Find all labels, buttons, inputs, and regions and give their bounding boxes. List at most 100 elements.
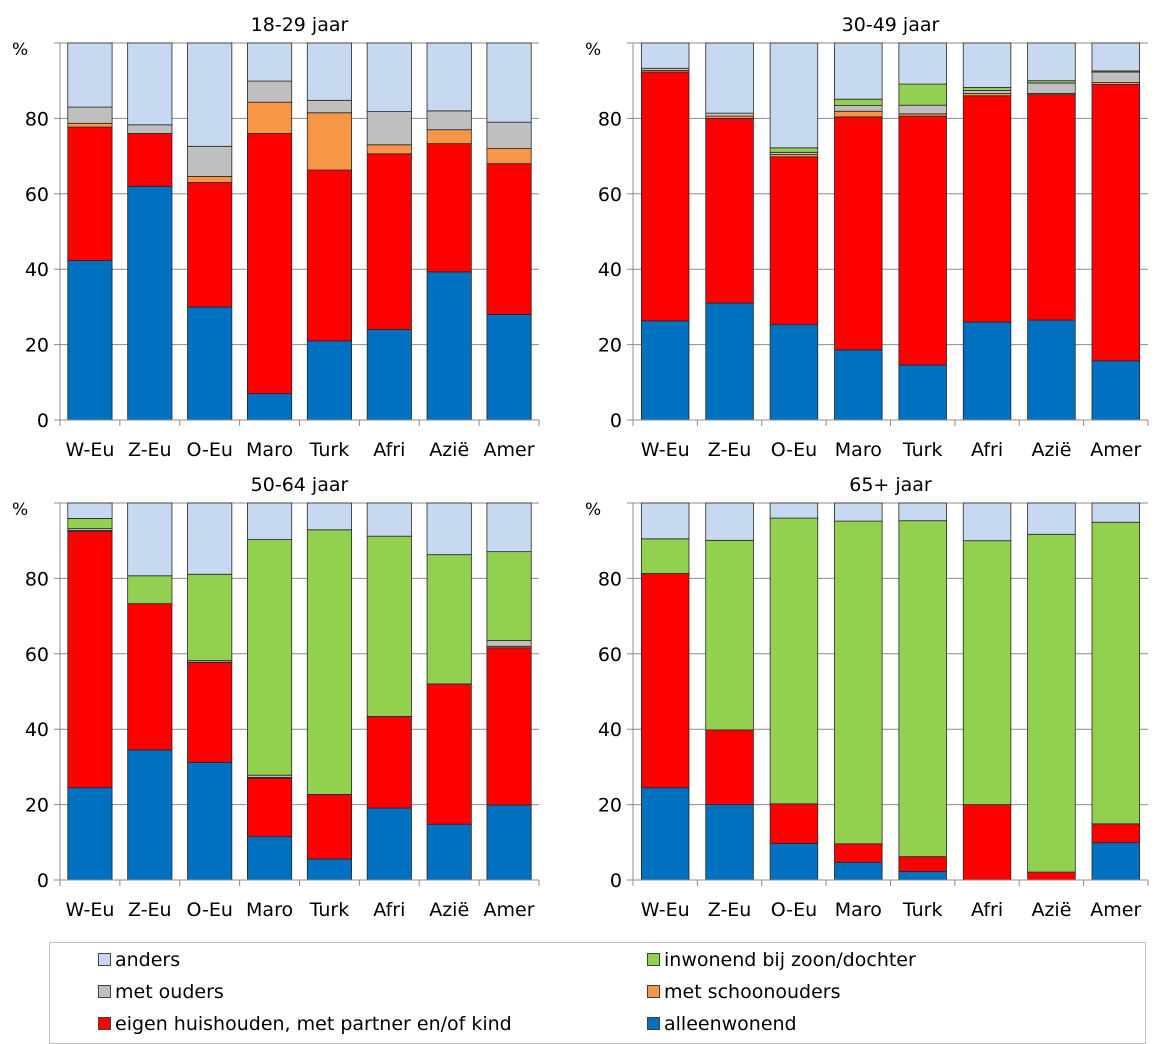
bar-segment-1-1 xyxy=(67,260,113,421)
bar-segment-4-1 xyxy=(834,861,883,881)
bar-segment-6-2 xyxy=(962,95,1012,323)
y-tick-label: 80 xyxy=(25,568,49,590)
bar-segment-3-6 xyxy=(187,42,233,147)
y-tick-label: 40 xyxy=(25,259,49,281)
bar-segment-1-5 xyxy=(67,518,113,530)
bar-segment-6-6 xyxy=(962,42,1012,88)
bar-segment-3-6 xyxy=(187,502,233,575)
x-tick-label: W-Eu xyxy=(641,439,690,461)
bar-segment-5-4 xyxy=(898,104,947,115)
chart-title: 18-29 jaar xyxy=(251,14,349,36)
x-tick-label: W-Eu xyxy=(65,899,114,921)
bar-segment-1-3 xyxy=(67,122,113,128)
legend-label-eigen-huishouden: eigen huishouden, met partner en/of kind xyxy=(115,1013,512,1035)
x-tick-label: Turk xyxy=(309,899,350,921)
bar-segment-1-2 xyxy=(640,71,690,322)
bar-segment-6-2 xyxy=(366,715,412,809)
chart-title: 65+ jaar xyxy=(849,474,932,496)
bar-segment-3-2 xyxy=(769,803,819,844)
bar-segment-4-6 xyxy=(247,502,293,540)
bar-segment-4-1 xyxy=(247,836,293,881)
x-tick-label: Afri xyxy=(373,899,405,921)
bar-segment-8-1 xyxy=(486,804,532,881)
bar-segment-8-1 xyxy=(486,314,532,421)
x-tick-label: Afri xyxy=(971,899,1003,921)
legend-item-inwonend: inwonend bij zoon/dochter xyxy=(647,949,916,971)
x-tick-label: Maro xyxy=(246,439,293,461)
bar-segment-5-1 xyxy=(306,858,352,881)
bar-segment-3-2 xyxy=(769,156,819,326)
bar-segment-2-1 xyxy=(705,804,754,881)
bar-segment-3-1 xyxy=(187,306,233,421)
bar-segment-8-4 xyxy=(486,121,532,149)
y-tick-label: 80 xyxy=(598,568,622,590)
legend-label-met-schoonouders: met schoonouders xyxy=(664,981,841,1003)
y-tick-label: 0 xyxy=(610,410,622,432)
bar-segment-1-2 xyxy=(640,573,690,789)
y-tick-label: 20 xyxy=(598,795,622,817)
bar-segment-6-6 xyxy=(366,42,412,113)
legend-swatch-eigen-huishouden xyxy=(98,1017,111,1030)
bar-segment-5-6 xyxy=(898,42,947,85)
bar-segment-3-6 xyxy=(769,42,819,149)
bar-segment-5-1 xyxy=(306,340,352,421)
legend-item-met-schoonouders: met schoonouders xyxy=(647,981,841,1003)
bar-segment-8-2 xyxy=(486,647,532,806)
bar-segment-1-1 xyxy=(640,320,690,421)
x-tick-label: O-Eu xyxy=(186,899,232,921)
bar-segment-6-5 xyxy=(962,87,1012,91)
bar-segment-4-6 xyxy=(834,502,883,522)
bar-segment-7-6 xyxy=(426,42,472,112)
y-tick-label: 80 xyxy=(598,108,622,130)
bar-segment-7-6 xyxy=(426,502,472,556)
x-tick-label: Z-Eu xyxy=(128,899,172,921)
bar-segment-2-1 xyxy=(127,749,173,881)
bar-segment-5-6 xyxy=(306,42,352,101)
x-tick-label: Turk xyxy=(309,439,350,461)
bar-segment-8-6 xyxy=(486,502,532,553)
y-tick-label: 40 xyxy=(598,719,622,741)
bar-segment-6-1 xyxy=(962,321,1012,421)
bar-segment-6-5 xyxy=(366,535,412,717)
x-tick-label: Z-Eu xyxy=(708,899,752,921)
bar-segment-8-5 xyxy=(1091,521,1141,825)
x-tick-label: Azië xyxy=(1031,439,1071,461)
bar-segment-5-5 xyxy=(898,83,947,106)
bar-segment-2-2 xyxy=(127,603,173,751)
x-tick-label: W-Eu xyxy=(641,899,690,921)
y-tick-label: 20 xyxy=(25,795,49,817)
x-tick-label: Amer xyxy=(1090,439,1141,461)
bar-segment-6-5 xyxy=(962,540,1012,806)
bar-segment-6-4 xyxy=(366,111,412,146)
bar-segment-8-1 xyxy=(1091,842,1141,881)
bar-segment-4-6 xyxy=(247,42,293,82)
bar-segment-4-1 xyxy=(247,393,293,421)
x-tick-label: Turk xyxy=(902,439,943,461)
bar-segment-8-2 xyxy=(1091,823,1141,844)
legend-label-alleenwonend: alleenwonend xyxy=(664,1013,797,1035)
x-tick-label: Maro xyxy=(835,899,882,921)
bar-segment-5-3 xyxy=(306,112,352,171)
y-tick-label: 80 xyxy=(25,108,49,130)
bar-segment-8-1 xyxy=(1091,360,1141,421)
y-axis-label: % xyxy=(585,40,601,60)
bar-segment-3-2 xyxy=(187,182,233,308)
bar-segment-4-2 xyxy=(834,116,883,351)
bar-segment-8-5 xyxy=(486,551,532,642)
bar-segment-2-5 xyxy=(127,575,173,605)
bar-segment-8-6 xyxy=(486,42,532,123)
bar-segment-2-6 xyxy=(127,42,173,126)
bar-segment-1-6 xyxy=(67,42,113,108)
bar-segment-6-1 xyxy=(366,329,412,421)
x-tick-label: Azië xyxy=(429,439,469,461)
bar-segment-1-6 xyxy=(640,502,690,540)
x-tick-label: Afri xyxy=(373,439,405,461)
bar-segment-7-1 xyxy=(1027,319,1076,421)
bar-segment-1-5 xyxy=(640,538,690,574)
bar-segment-5-6 xyxy=(306,502,352,531)
bar-segment-7-6 xyxy=(1027,502,1076,535)
legend-swatch-met-schoonouders xyxy=(647,985,660,998)
bar-segment-7-1 xyxy=(426,823,472,881)
bar-segment-4-5 xyxy=(834,520,883,845)
bar-segment-4-3 xyxy=(834,110,883,118)
